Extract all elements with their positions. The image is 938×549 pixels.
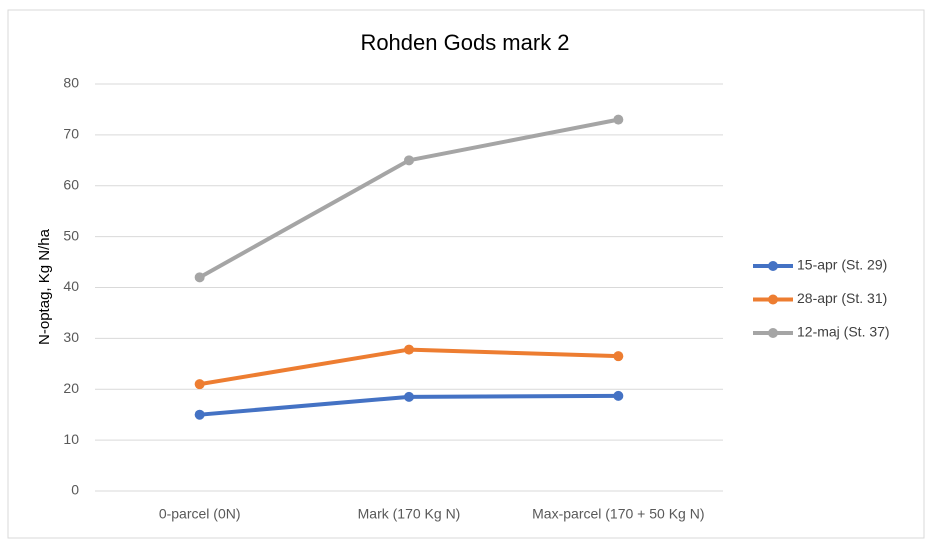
data-point	[613, 390, 624, 401]
y-axis-title: N-optag, Kg N/ha	[36, 228, 53, 345]
chart-title: Rohden Gods mark 2	[360, 30, 569, 55]
chart-border	[7, 9, 925, 539]
data-point	[613, 114, 624, 125]
y-tick-label: 80	[63, 75, 79, 91]
data-point	[194, 272, 205, 283]
legend-label: 28-apr (St. 31)	[797, 290, 887, 306]
data-point	[404, 155, 414, 166]
y-tick-label: 10	[63, 431, 79, 447]
data-point	[194, 379, 205, 390]
x-tick-label: 0-parcel (0N)	[159, 506, 241, 522]
legend-marker	[768, 261, 778, 271]
data-point	[404, 391, 414, 402]
legend-marker	[768, 328, 778, 338]
y-tick-label: 30	[63, 329, 79, 345]
legend-label: 15-apr (St. 29)	[797, 257, 887, 273]
y-tick-label: 50	[63, 227, 79, 243]
y-tick-label: 70	[63, 126, 79, 142]
y-tick-label: 40	[63, 278, 79, 294]
data-point	[613, 351, 624, 362]
data-point	[194, 409, 205, 420]
x-tick-label: Max-parcel (170 + 50 Kg N)	[532, 506, 704, 522]
legend-label: 12-maj (St. 37)	[797, 324, 890, 340]
x-tick-label: Mark (170 Kg N)	[358, 506, 461, 522]
y-tick-label: 20	[63, 380, 79, 396]
y-tick-label: 0	[71, 482, 79, 498]
data-point	[404, 344, 414, 355]
legend-marker	[768, 294, 778, 305]
y-tick-label: 60	[63, 176, 79, 192]
